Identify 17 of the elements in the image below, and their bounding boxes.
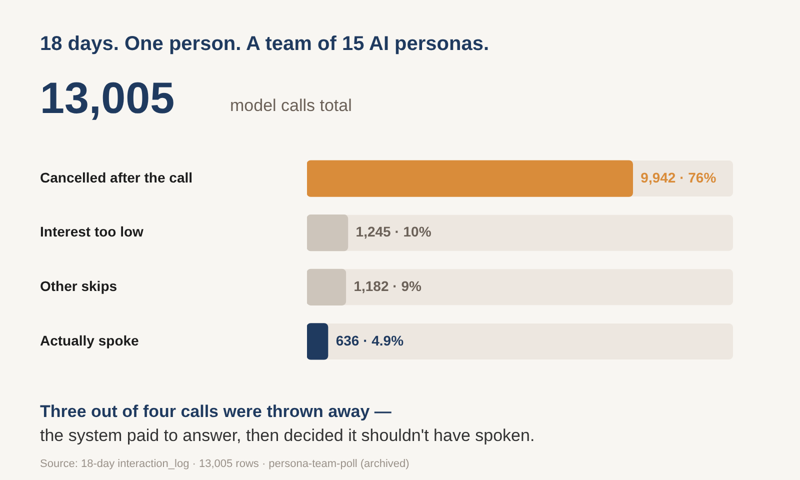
- text: the system paid to answer, then decided it shouldn't have spoken.: [40, 426, 535, 446]
- text: Three out of four calls were thrown away —: [40, 402, 392, 422]
- data-label: 1,245 · 10%: [356, 224, 432, 240]
- y-tick-label: Other skips: [40, 278, 118, 294]
- source-note: Source: 18-day interaction_log · 13,005 rows · persona-team-poll (archived): [40, 458, 410, 470]
- data-label: 9,942 · 76%: [640, 169, 717, 186]
- text: model calls total: [230, 96, 352, 116]
- y-tick-label: Actually spoke: [40, 332, 140, 348]
- y-tick-label: Cancelled after the call: [40, 169, 193, 186]
- data-label: 1,182 · 9%: [354, 278, 422, 294]
- bar: [307, 268, 346, 306]
- bar: [307, 323, 328, 360]
- chart-subtitle: 13,005: [40, 74, 175, 124]
- bar: [307, 214, 348, 252]
- y-tick-label: Interest too low: [40, 224, 144, 240]
- chart-title: 18 days. One person. A team of 15 AI personas.: [40, 33, 490, 56]
- data-label: 636 · 4.9%: [336, 332, 404, 348]
